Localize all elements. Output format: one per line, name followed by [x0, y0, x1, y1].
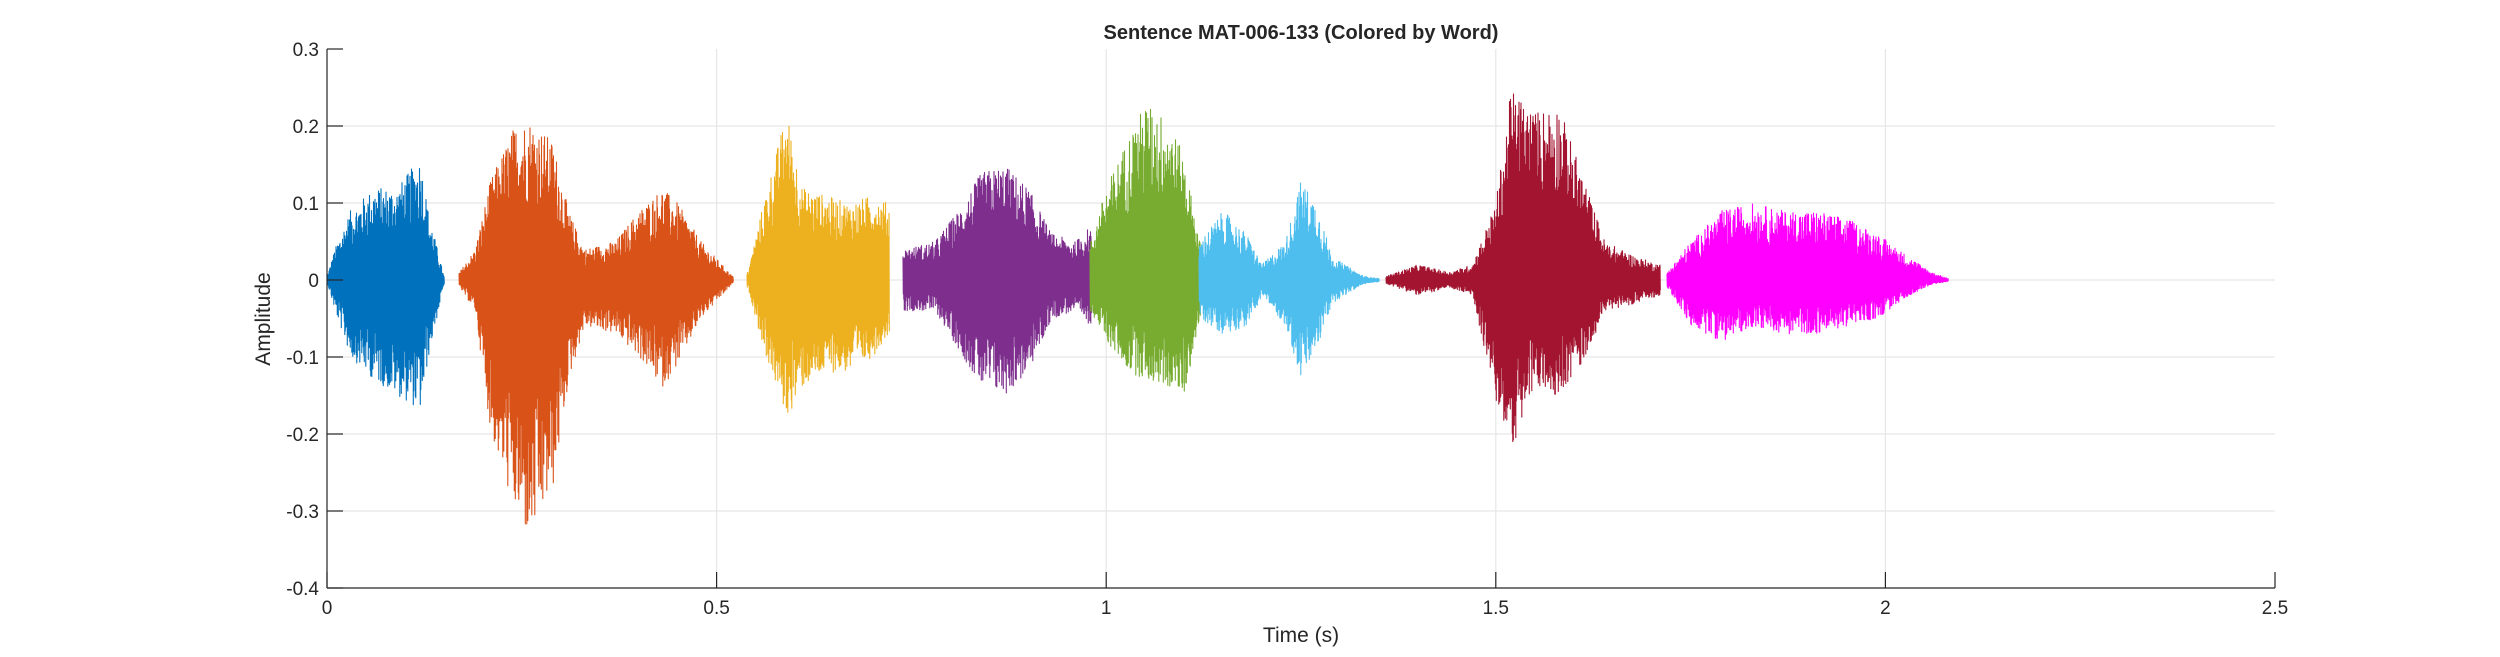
x-tick-label-4: 2: [1880, 598, 1891, 619]
y-tick-label-2: 0.1: [293, 194, 319, 215]
y-tick-label-3: 0: [308, 271, 319, 292]
waveform-segment-7: [1385, 93, 1661, 443]
waveform-segment-2: [458, 127, 734, 525]
y-tick-label-7: -0.4: [286, 579, 319, 600]
y-tick-label-6: -0.3: [286, 502, 319, 523]
waveform-segment-5: [1089, 108, 1201, 392]
y-tick-label-5: -0.2: [286, 425, 319, 446]
waveform-segment-4: [902, 168, 1092, 394]
x-tick-label-2: 1: [1101, 598, 1112, 619]
x-tick-label-5: 2.5: [2262, 598, 2288, 619]
y-tick-label-4: -0.1: [286, 348, 319, 369]
x-tick-label-1: 0.5: [703, 598, 729, 619]
waveform-series: [326, 93, 1949, 525]
waveform-segment-1: [326, 168, 445, 406]
axes: [326, 48, 2276, 589]
x-axis-label: Time (s): [1263, 624, 1339, 647]
waveform-segment-6: [1198, 182, 1380, 376]
chart-title: Sentence MAT-006-133 (Colored by Word): [1104, 22, 1499, 44]
waveform-segment-3: [746, 125, 890, 413]
x-tick-label-3: 1.5: [1483, 598, 1509, 619]
y-tick-label-1: 0.2: [293, 117, 319, 138]
tick-labels: 0 0.5 1 1.5 2 2.5 0.3 0.2 0.1 0 -0.1 -0.2 -0.3 -0.4: [286, 40, 2288, 619]
waveform-segment-8: [1666, 203, 1949, 340]
y-tick-label-0: 0.3: [293, 40, 319, 61]
y-axis-label: Amplitude: [252, 272, 275, 365]
x-tick-label-0: 0: [322, 598, 333, 619]
